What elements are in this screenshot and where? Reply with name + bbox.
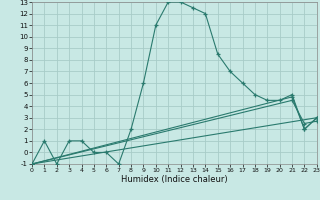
X-axis label: Humidex (Indice chaleur): Humidex (Indice chaleur) [121, 175, 228, 184]
